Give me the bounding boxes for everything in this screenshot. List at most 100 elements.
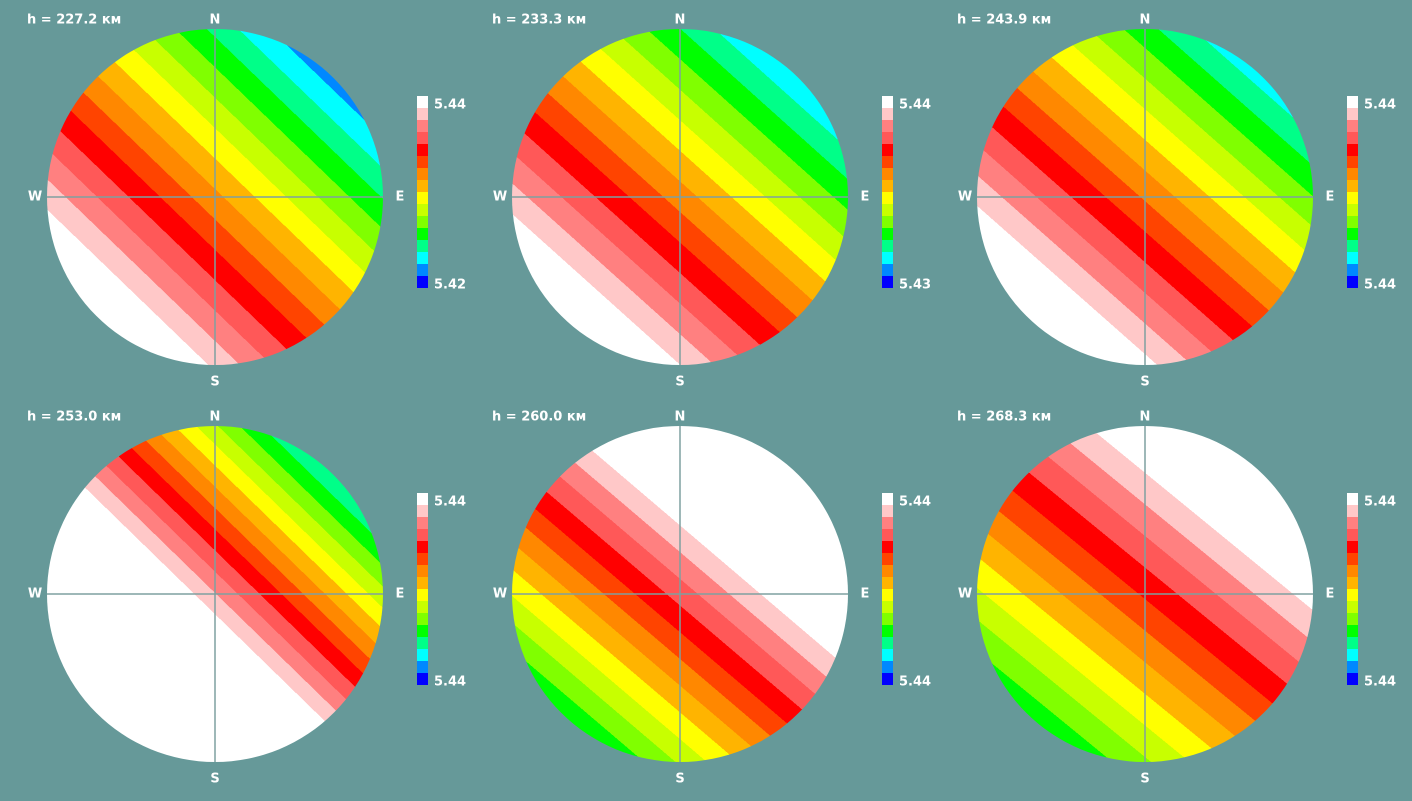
compass-label: N	[675, 410, 686, 425]
colorbar-cell	[417, 156, 428, 168]
colorbar-max: 5.44	[434, 98, 466, 113]
colorbar-cell	[1347, 649, 1358, 661]
colorbar-cell	[417, 168, 428, 180]
compass-label: N	[1140, 410, 1151, 425]
colorbar-cell	[1347, 192, 1358, 204]
colorbar-cell	[882, 264, 893, 276]
colorbar-cell	[417, 144, 428, 156]
colorbar-min: 5.44	[1364, 278, 1396, 293]
colorbar-cell	[1347, 276, 1358, 288]
colorbar-cell	[1347, 96, 1358, 108]
colorbar-cell	[1347, 565, 1358, 577]
compass-label: S	[1140, 375, 1149, 390]
colorbar-cell	[417, 673, 428, 685]
compass-label: N	[675, 13, 686, 28]
compass-label: E	[396, 190, 405, 205]
colorbar-cell	[417, 240, 428, 252]
colorbar-cell	[882, 517, 893, 529]
compass-label: N	[1140, 13, 1151, 28]
colorbar-cell	[417, 132, 428, 144]
colorbar-cell	[882, 108, 893, 120]
colorbar-cell	[882, 120, 893, 132]
compass-label: E	[396, 587, 405, 602]
compass-label: E	[1326, 587, 1335, 602]
colorbar-cell	[417, 505, 428, 517]
colorbar-cell	[417, 577, 428, 589]
colorbar-cell	[417, 601, 428, 613]
compass-label: E	[861, 190, 870, 205]
panel-title: h = 268.3 км	[957, 410, 1051, 425]
colorbar-min: 5.43	[899, 278, 931, 293]
compass-label: E	[1326, 190, 1335, 205]
colorbar-cell	[1347, 673, 1358, 685]
compass-label: W	[958, 190, 972, 205]
colorbar-cell	[417, 276, 428, 288]
colorbar-cell	[882, 156, 893, 168]
colorbar-cell	[1347, 228, 1358, 240]
colorbar-cell	[882, 192, 893, 204]
colorbar-cell	[1347, 144, 1358, 156]
colorbar-cell	[417, 264, 428, 276]
colorbar-cell	[1347, 168, 1358, 180]
colorbar-cell	[882, 529, 893, 541]
colorbar-cell	[1347, 625, 1358, 637]
colorbar-cell	[1347, 541, 1358, 553]
colorbar-min: 5.44	[899, 675, 931, 690]
compass-label: W	[28, 190, 42, 205]
colorbar-max: 5.44	[1364, 495, 1396, 510]
compass-label: W	[958, 587, 972, 602]
compass-label: W	[493, 190, 507, 205]
colorbar-cell	[417, 613, 428, 625]
colorbar-cell	[1347, 120, 1358, 132]
colorbar-cell	[1347, 613, 1358, 625]
colorbar-cell	[882, 673, 893, 685]
compass-label: N	[210, 13, 221, 28]
colorbar-cell	[1347, 180, 1358, 192]
colorbar-cell	[882, 493, 893, 505]
colorbar-cell	[1347, 661, 1358, 673]
colorbar-cell	[417, 637, 428, 649]
colorbar-cell	[1347, 240, 1358, 252]
compass-label: N	[210, 410, 221, 425]
colorbar-cell	[882, 144, 893, 156]
compass-label: S	[210, 375, 219, 390]
colorbar-cell	[417, 517, 428, 529]
colorbar-cell	[417, 228, 428, 240]
compass-label: S	[675, 772, 684, 787]
colorbar-cell	[882, 553, 893, 565]
panel-title: h = 260.0 км	[492, 410, 586, 425]
colorbar-cell	[1347, 216, 1358, 228]
colorbar-cell	[417, 565, 428, 577]
colorbar-cell	[1347, 637, 1358, 649]
colorbar-cell	[882, 601, 893, 613]
colorbar-cell	[882, 613, 893, 625]
colorbar-cell	[417, 108, 428, 120]
compass-label: S	[210, 772, 219, 787]
compass-label: S	[675, 375, 684, 390]
panel-title: h = 233.3 км	[492, 13, 586, 28]
compass-label: W	[493, 587, 507, 602]
colorbar-cell	[882, 649, 893, 661]
colorbar-cell	[882, 637, 893, 649]
colorbar-cell	[1347, 156, 1358, 168]
colorbar-cell	[1347, 264, 1358, 276]
colorbar-cell	[1347, 601, 1358, 613]
colorbar-cell	[882, 96, 893, 108]
colorbar-cell	[882, 625, 893, 637]
panel-title: h = 253.0 км	[27, 410, 121, 425]
colorbar-cell	[882, 565, 893, 577]
colorbar-cell	[417, 493, 428, 505]
colorbar-cell	[417, 529, 428, 541]
colorbar-cell	[882, 216, 893, 228]
colorbar-cell	[882, 577, 893, 589]
colorbar-cell	[417, 553, 428, 565]
colorbar-min: 5.44	[1364, 675, 1396, 690]
colorbar-cell	[417, 192, 428, 204]
colorbar-cell	[1347, 553, 1358, 565]
colorbar-cell	[417, 180, 428, 192]
colorbar-cell	[1347, 589, 1358, 601]
colorbar-cell	[882, 228, 893, 240]
colorbar-cell	[1347, 252, 1358, 264]
colorbar-max: 5.44	[899, 98, 931, 113]
